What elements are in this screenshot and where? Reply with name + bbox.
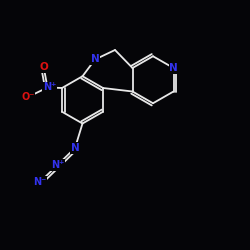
Text: N⁺: N⁺ — [51, 160, 64, 170]
Text: N⁻: N⁻ — [34, 177, 46, 187]
Text: N: N — [71, 143, 80, 153]
Text: N⁺: N⁺ — [43, 82, 56, 92]
Text: N: N — [90, 54, 100, 64]
Text: N: N — [169, 63, 178, 73]
Text: O⁻: O⁻ — [21, 92, 35, 102]
Text: O: O — [40, 62, 48, 72]
